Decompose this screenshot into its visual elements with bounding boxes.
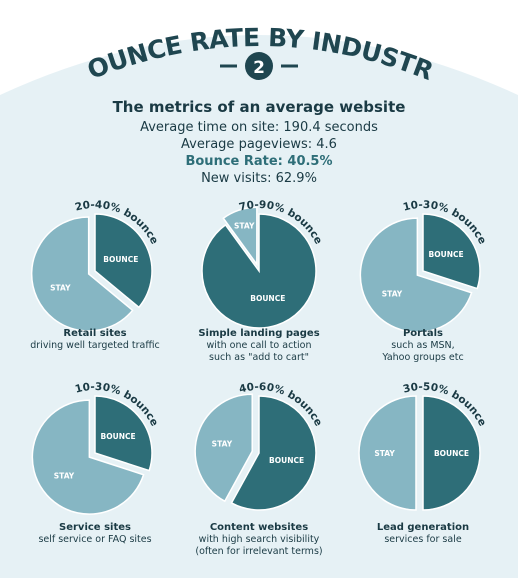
chart-title: Content websites bbox=[210, 522, 308, 533]
chart-subtitle: such as MSN, bbox=[391, 340, 454, 351]
metric-bounce-rate: Bounce Rate: 40.5% bbox=[185, 154, 332, 169]
slice-label-stay: STAY bbox=[54, 472, 75, 481]
chart-title: Simple landing pages bbox=[198, 328, 319, 339]
pie-slice-bounce bbox=[94, 213, 153, 309]
metric-new-visits: New visits: 62.9% bbox=[201, 171, 317, 186]
slice-label-bounce: BOUNCE bbox=[250, 294, 285, 303]
pie-slice-stay bbox=[30, 216, 134, 332]
slice-label-bounce: BOUNCE bbox=[101, 432, 136, 441]
slice-label-stay: STAY bbox=[234, 221, 255, 230]
chart-subtitle: (often for irrelevant terms) bbox=[195, 546, 322, 557]
badge-circle bbox=[245, 52, 273, 80]
pie-slice-bounce bbox=[94, 395, 153, 472]
chart-subtitle: self service or FAQ sites bbox=[38, 534, 151, 545]
chart-title: Retail sites bbox=[63, 328, 126, 339]
chart-subtitle: with one call to action bbox=[206, 340, 311, 351]
chart-subtitle: Yahoo groups etc bbox=[381, 352, 463, 363]
slice-label-bounce: BOUNCE bbox=[434, 449, 469, 458]
slice-label-stay: STAY bbox=[50, 283, 71, 292]
pie-slice-stay bbox=[31, 399, 145, 515]
chart-subtitle: driving well targeted traffic bbox=[30, 340, 159, 351]
pie-slice-bounce bbox=[422, 213, 481, 290]
slice-label-bounce: BOUNCE bbox=[269, 456, 304, 465]
pie-slice-bounce bbox=[422, 395, 481, 511]
slice-label-bounce: BOUNCE bbox=[429, 250, 464, 259]
pie-slice-stay bbox=[194, 393, 253, 503]
slice-label-stay: STAY bbox=[374, 449, 395, 458]
pie-slice-stay bbox=[359, 217, 473, 333]
chart-subtitle: services for sale bbox=[384, 534, 461, 545]
badge-number: 2 bbox=[253, 58, 265, 78]
pie-slice-bounce bbox=[230, 395, 317, 511]
pie-slice-bounce bbox=[201, 213, 317, 329]
pie-slice-stay bbox=[358, 395, 417, 511]
pie-slice-stay bbox=[222, 206, 258, 267]
chart-title: Portals bbox=[403, 328, 443, 339]
chart-title: Service sites bbox=[59, 522, 131, 533]
slice-label-bounce: BOUNCE bbox=[103, 255, 138, 264]
metric-time-on-site: Average time on site: 190.4 seconds bbox=[140, 120, 378, 135]
chart-subtitle: with high search visibility bbox=[199, 534, 320, 545]
chart-subtitle: such as "add to cart" bbox=[209, 352, 309, 363]
metric-pageviews: Average pageviews: 4.6 bbox=[181, 137, 337, 152]
intro-heading: The metrics of an average website bbox=[113, 98, 406, 116]
slice-label-stay: STAY bbox=[212, 440, 233, 449]
slice-label-stay: STAY bbox=[382, 290, 403, 299]
chart-title: Lead generation bbox=[377, 522, 469, 533]
